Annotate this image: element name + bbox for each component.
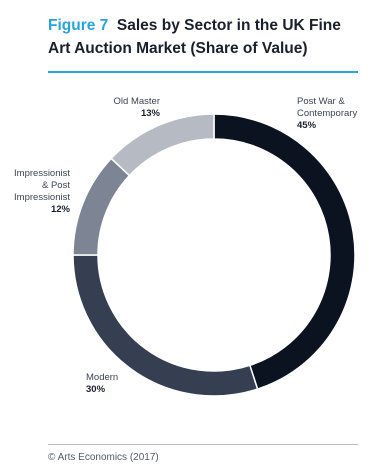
slice-value-label: 13% — [141, 108, 161, 119]
slice-label: & Post — [42, 180, 70, 191]
slice-value-label: 45% — [297, 120, 317, 131]
figure-title-text: Sales by Sector in the UK Fine Art Aucti… — [48, 17, 341, 57]
slice-value-label: 12% — [51, 204, 71, 215]
slice-label: Modern — [86, 372, 118, 383]
donut-slice — [72, 157, 131, 256]
slice-label: Impressionist — [14, 168, 70, 179]
slice-value-label: 30% — [86, 384, 106, 395]
footer-rule — [48, 444, 358, 445]
slice-label: Post War & — [297, 96, 345, 107]
title-rule — [48, 71, 358, 73]
figure-number: Figure 7 — [48, 17, 109, 34]
slice-label: Impressionist — [14, 192, 70, 203]
slice-label: Old Master — [114, 96, 160, 107]
source-note: © Arts Economics (2017) — [48, 452, 159, 463]
slice-label: Contemporary — [297, 108, 357, 119]
donut-slice — [213, 113, 356, 391]
donut-slice — [110, 113, 215, 177]
chart-title: Figure 7 Sales by Sector in the UK Fine … — [48, 14, 358, 60]
